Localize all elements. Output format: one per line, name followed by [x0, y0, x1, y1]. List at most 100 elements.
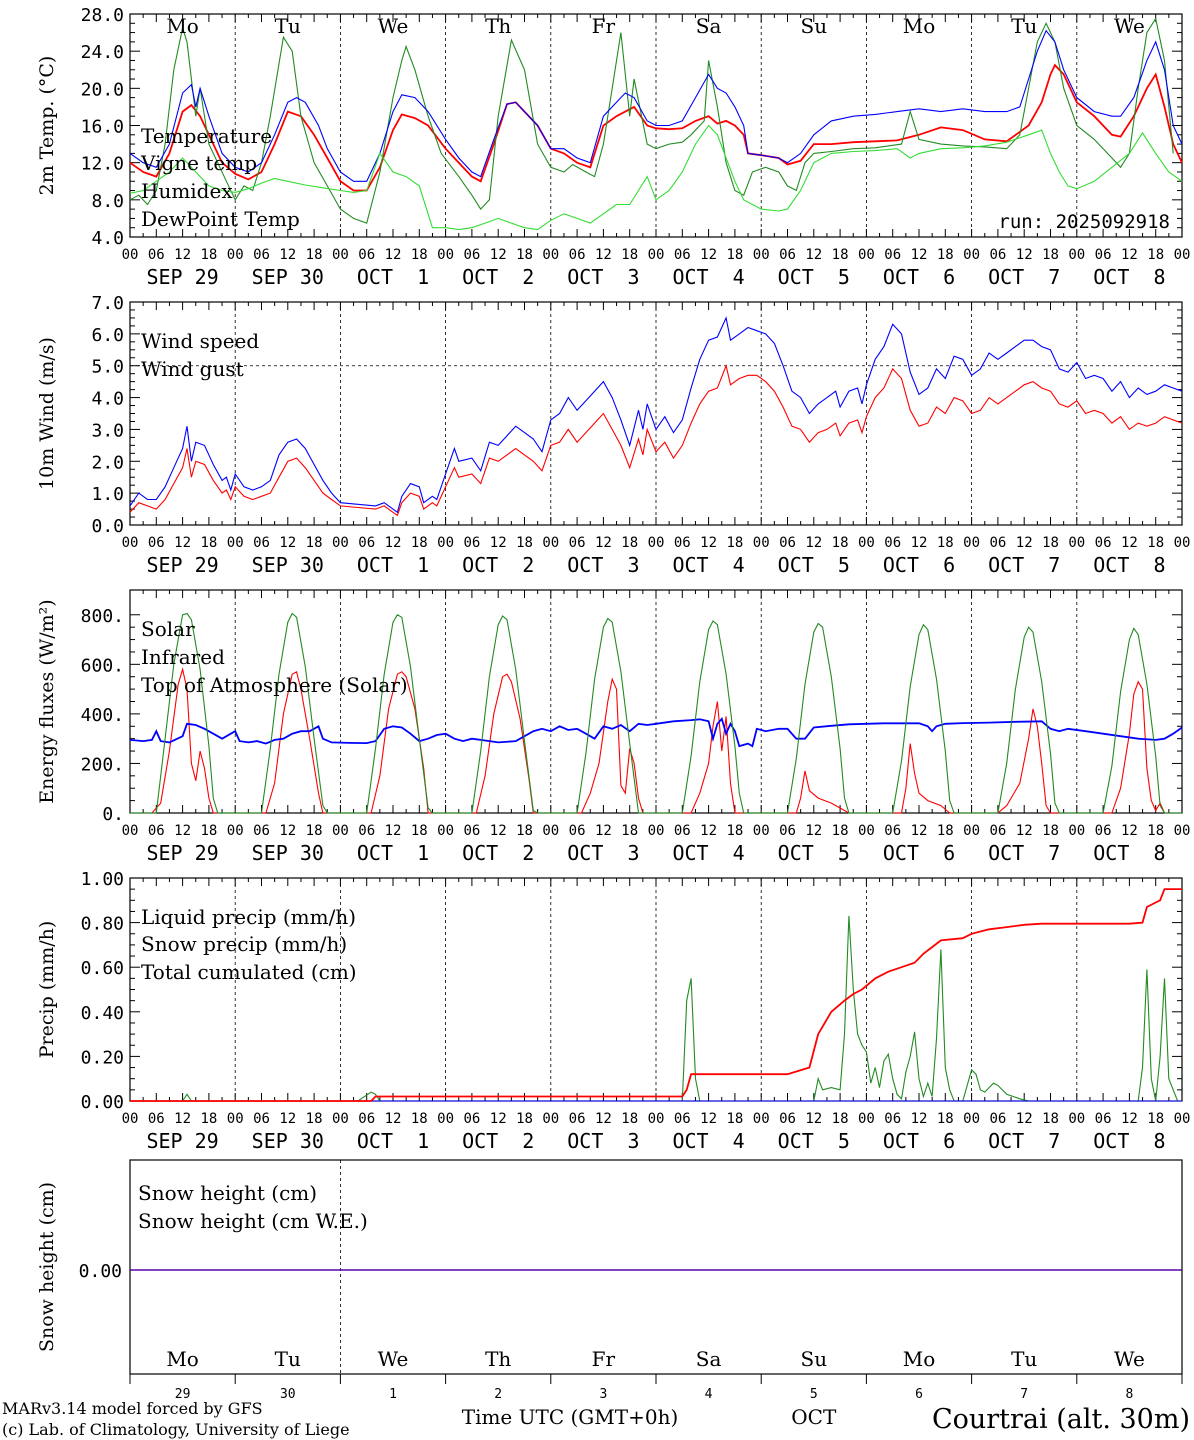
- day-name-top: Sa: [696, 14, 722, 38]
- hour-label: 00: [227, 823, 244, 839]
- hour-label: 06: [569, 247, 586, 263]
- hour-label: 12: [911, 1111, 928, 1127]
- hour-label: 00: [648, 1111, 665, 1127]
- date-label: OCT 1: [357, 1129, 429, 1153]
- series-line-dewpoint-temp: [129, 124, 1183, 231]
- hour-label: 18: [1042, 1111, 1059, 1127]
- legend-entry: DewPoint Temp: [141, 207, 300, 231]
- hour-label: 12: [1016, 535, 1033, 551]
- date-label: OCT 5: [778, 265, 850, 289]
- hour-label: 12: [700, 247, 717, 263]
- day-number: 8: [1125, 1387, 1133, 1402]
- hour-label: 12: [174, 535, 191, 551]
- panel-3: [129, 589, 1183, 814]
- hour-label: 06: [779, 535, 796, 551]
- hour-label: 18: [1147, 247, 1164, 263]
- hour-label: 06: [1095, 535, 1112, 551]
- series-line-top-of-atmosphere-solar-: [130, 612, 1182, 814]
- legend-entry: Snow precip (mm/h): [141, 932, 347, 956]
- hour-label: 18: [832, 247, 849, 263]
- date-label: OCT 4: [672, 265, 744, 289]
- hour-label: 06: [358, 823, 375, 839]
- hour-label: 00: [332, 535, 349, 551]
- hour-label: 18: [937, 823, 954, 839]
- hour-label: 06: [253, 1111, 270, 1127]
- hour-label: 12: [1121, 1111, 1138, 1127]
- hour-label: 00: [753, 247, 770, 263]
- hour-label: 00: [963, 535, 980, 551]
- hour-label: 12: [595, 1111, 612, 1127]
- y-tick-label: 1.0: [91, 484, 124, 505]
- hour-label: 06: [884, 535, 901, 551]
- date-label: SEP 30: [252, 841, 324, 865]
- hour-label: 18: [200, 1111, 217, 1127]
- hour-label: 00: [1174, 535, 1191, 551]
- hour-label: 00: [648, 823, 665, 839]
- hour-label: 06: [569, 535, 586, 551]
- date-label: SEP 29: [146, 265, 218, 289]
- y-tick-label: 0.00: [79, 1261, 122, 1282]
- hour-label: 12: [805, 1111, 822, 1127]
- hour-label: 06: [253, 535, 270, 551]
- hour-label: 12: [911, 535, 928, 551]
- y-tick-label: 0.60: [81, 958, 124, 979]
- hour-label: 18: [411, 247, 428, 263]
- day-name-bottom: Mo: [903, 1347, 936, 1371]
- y-axis-label: Energy fluxes (W/m²): [36, 599, 58, 803]
- station-name: Courtrai (alt. 30m): [932, 1404, 1190, 1435]
- hour-label: 06: [148, 535, 165, 551]
- legend-entry: Snow height (cm W.E.): [138, 1209, 368, 1233]
- hour-label: 12: [1016, 823, 1033, 839]
- y-tick-label: 28.0: [81, 5, 124, 26]
- day-name-bottom: We: [378, 1347, 409, 1371]
- hour-label: 00: [332, 1111, 349, 1127]
- y-tick-label: 4.0: [91, 228, 124, 249]
- hour-label: 00: [963, 247, 980, 263]
- hour-label: 00: [227, 247, 244, 263]
- hour-label: 18: [726, 1111, 743, 1127]
- date-label: OCT 4: [672, 1129, 744, 1153]
- hour-label: 18: [621, 535, 638, 551]
- legend-entry: Wind gust: [141, 357, 244, 381]
- day-name-top: Tu: [1011, 14, 1037, 38]
- hour-label: 12: [595, 823, 612, 839]
- y-tick-label: 0.20: [81, 1047, 124, 1068]
- y-tick-label: 0.00: [81, 1092, 124, 1113]
- hour-label: 18: [937, 535, 954, 551]
- hour-label: 06: [253, 823, 270, 839]
- hour-label: 18: [306, 823, 323, 839]
- hour-label: 12: [174, 1111, 191, 1127]
- hour-label: 06: [779, 247, 796, 263]
- y-tick-label: 7.0: [91, 293, 124, 314]
- hour-label: 18: [516, 247, 533, 263]
- hour-label: 18: [411, 823, 428, 839]
- hour-label: 00: [227, 535, 244, 551]
- date-label: OCT 6: [883, 841, 955, 865]
- day-name-top: We: [378, 14, 409, 38]
- date-label: OCT 3: [567, 265, 639, 289]
- hour-label: 06: [358, 535, 375, 551]
- hour-label: 12: [805, 247, 822, 263]
- hour-label: 12: [911, 247, 928, 263]
- hour-label: 18: [411, 535, 428, 551]
- date-label: OCT 7: [988, 1129, 1060, 1153]
- hour-label: 06: [989, 535, 1006, 551]
- hour-label: 06: [148, 247, 165, 263]
- x-axis-label: Time UTC (GMT+0h): [462, 1405, 679, 1429]
- hour-label: 06: [463, 1111, 480, 1127]
- day-number: 29: [175, 1387, 191, 1402]
- plot-frame: [129, 301, 1183, 526]
- day-number: 30: [280, 1387, 296, 1402]
- hour-label: 06: [989, 1111, 1006, 1127]
- y-tick-label: 12.0: [81, 154, 124, 175]
- y-tick-label: 0.80: [81, 914, 124, 935]
- y-tick-label: 4.0: [91, 389, 124, 410]
- day-name-top: We: [1114, 14, 1145, 38]
- y-tick-label: 20.0: [81, 79, 124, 100]
- hour-label: 00: [1174, 823, 1191, 839]
- day-name-top: Su: [801, 14, 828, 38]
- date-label: OCT 8: [1093, 553, 1165, 577]
- hour-label: 12: [700, 535, 717, 551]
- hour-label: 18: [516, 1111, 533, 1127]
